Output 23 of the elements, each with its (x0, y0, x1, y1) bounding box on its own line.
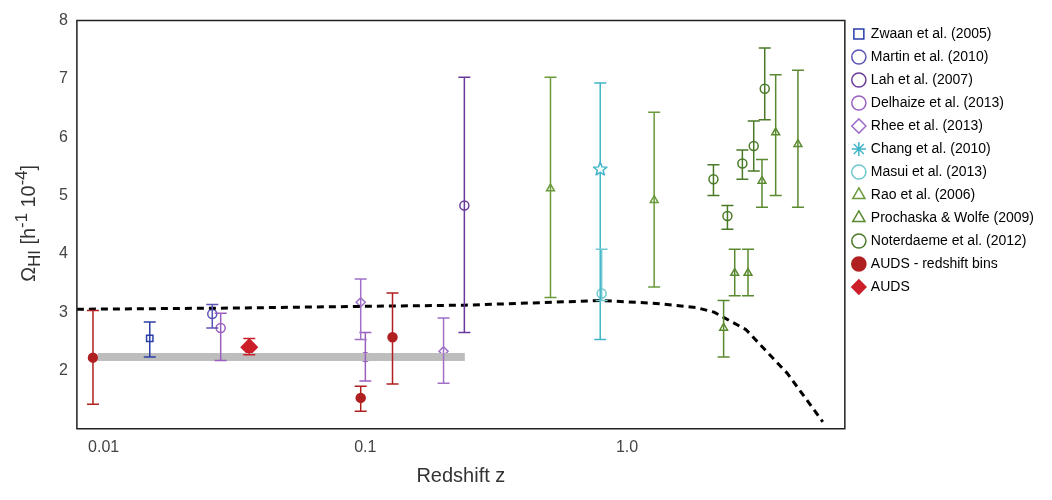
y-tick-label: 5 (58, 185, 68, 203)
y-tick-label: 6 (58, 127, 68, 145)
y-tick-label: 2 (58, 360, 68, 378)
legend-label: Prochaska & Wolfe (2009) (870, 208, 1034, 225)
legend-label: Martin et al. (2010) (870, 47, 989, 64)
legend-label: Zwaan et al. (2005) (870, 24, 992, 41)
legend-label: Lah et al. (2007) (870, 70, 973, 87)
legend-label: Noterdaeme et al. (2012) (870, 231, 1027, 248)
legend-label: AUDS (870, 277, 910, 294)
y-tick-label: 8 (58, 11, 68, 29)
y-tick-label: 7 (58, 69, 68, 87)
y-tick-label: 3 (58, 302, 68, 320)
x-tick-label: 1.0 (615, 437, 639, 455)
y-tick-label: 4 (58, 244, 68, 262)
legend-label: Chang et al. (2010) (870, 139, 991, 156)
legend-label: AUDS - redshift bins (870, 254, 998, 271)
legend-label: Rhee et al. (2013) (870, 116, 983, 133)
legend-label: Masui et al. (2013) (870, 162, 987, 179)
x-tick-label: 0.1 (354, 437, 377, 455)
x-axis-title: Redshift z (416, 463, 506, 486)
legend-label: Delhaize et al. (2013) (870, 93, 1004, 110)
legend-label: Rao et al. (2006) (870, 185, 976, 202)
x-tick-label: 0.01 (88, 437, 120, 455)
